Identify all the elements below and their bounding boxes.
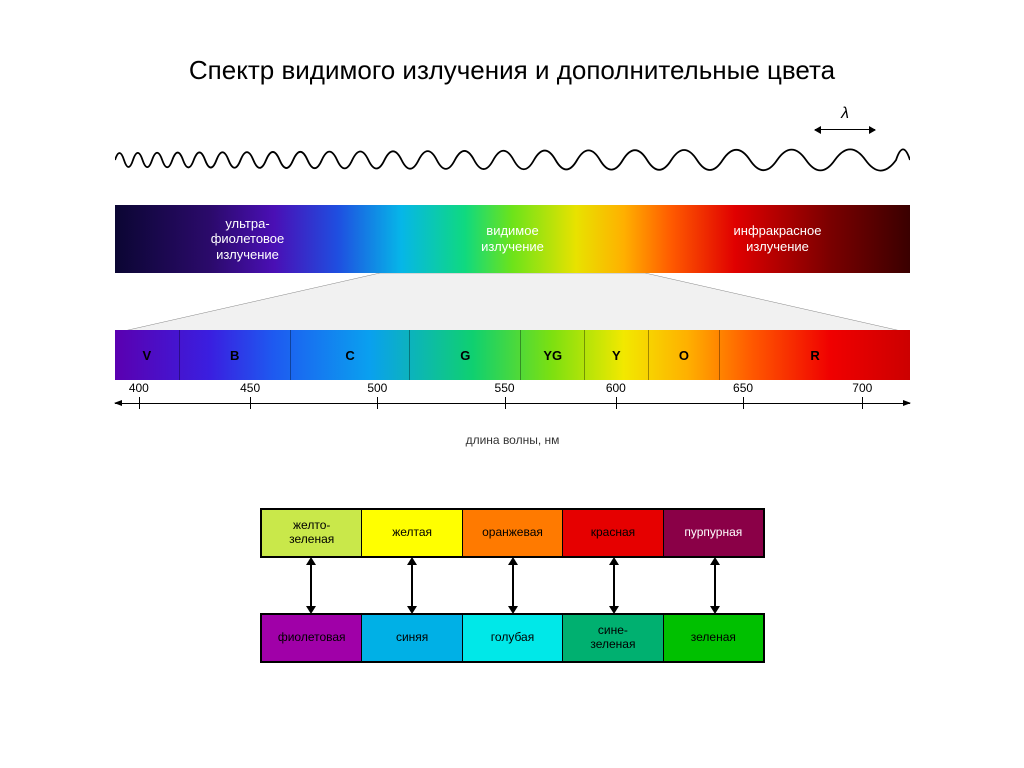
axis-tick	[743, 397, 744, 409]
complementary-arrow	[714, 563, 716, 608]
color-cell: пурпурная	[663, 510, 763, 556]
wavelength-axis: 400450500550600650700 длина волны, нм	[115, 385, 910, 425]
axis-line	[115, 403, 910, 404]
detail-spectrum: VBCGYGYOR	[115, 330, 910, 380]
axis-title: длина волны, нм	[466, 433, 560, 447]
axis-tick	[862, 397, 863, 409]
axis-tick	[505, 397, 506, 409]
spectrum-band-c: C	[290, 330, 409, 380]
complementary-arrow	[310, 563, 312, 608]
lambda-symbol: λ	[841, 105, 849, 123]
axis-tick-label: 700	[852, 381, 872, 395]
axis-tick-label: 650	[733, 381, 753, 395]
wave-svg	[115, 130, 910, 190]
projection-rays	[115, 273, 910, 333]
color-cell: оранжевая	[462, 510, 562, 556]
color-cell: фиолетовая	[262, 615, 361, 661]
complementary-arrow	[613, 563, 615, 608]
axis-tick	[250, 397, 251, 409]
color-cell: желтая	[361, 510, 461, 556]
visible-label: видимоеизлучение	[381, 223, 643, 254]
page-title: Спектр видимого излучения и дополнительн…	[189, 55, 835, 86]
color-cell: синяя	[361, 615, 461, 661]
axis-tick-label: 450	[240, 381, 260, 395]
spectrum-band-r: R	[719, 330, 910, 380]
color-cell: желто-зеленая	[262, 510, 361, 556]
complementary-top-row: желто-зеленаяжелтаяоранжеваякраснаяпурпу…	[260, 508, 765, 558]
complementary-bottom-row: фиолетоваясиняяголубаясине-зеленаязелена…	[260, 613, 765, 663]
complementary-arrows	[260, 558, 765, 613]
color-cell: сине-зеленая	[562, 615, 662, 661]
axis-tick	[377, 397, 378, 409]
complementary-arrow	[411, 563, 413, 608]
spectrum-bar: ультра-фиолетовоеизлучение видимоеизлуче…	[115, 205, 910, 273]
spectrum-band-y: Y	[584, 330, 648, 380]
spectrum-band-o: O	[648, 330, 720, 380]
lambda-arrow	[815, 129, 875, 139]
spectrum-band-g: G	[409, 330, 520, 380]
axis-tick-label: 400	[129, 381, 149, 395]
axis-tick	[616, 397, 617, 409]
spectrum-band-v: V	[115, 330, 179, 380]
color-cell: красная	[562, 510, 662, 556]
axis-tick	[139, 397, 140, 409]
complementary-arrow	[512, 563, 514, 608]
color-cell: зеленая	[663, 615, 763, 661]
color-cell: голубая	[462, 615, 562, 661]
axis-tick-label: 600	[606, 381, 626, 395]
ir-label: инфракрасноеизлучение	[646, 223, 908, 254]
uv-label: ультра-фиолетовоеизлучение	[116, 216, 378, 263]
axis-tick-label: 550	[495, 381, 515, 395]
lambda-annotation: λ	[815, 105, 875, 139]
axis-tick-label: 500	[367, 381, 387, 395]
spectrum-band-b: B	[179, 330, 290, 380]
spectrum-band-yg: YG	[520, 330, 584, 380]
wave-diagram: λ	[115, 130, 910, 190]
complementary-colors: желто-зеленаяжелтаяоранжеваякраснаяпурпу…	[260, 508, 765, 663]
